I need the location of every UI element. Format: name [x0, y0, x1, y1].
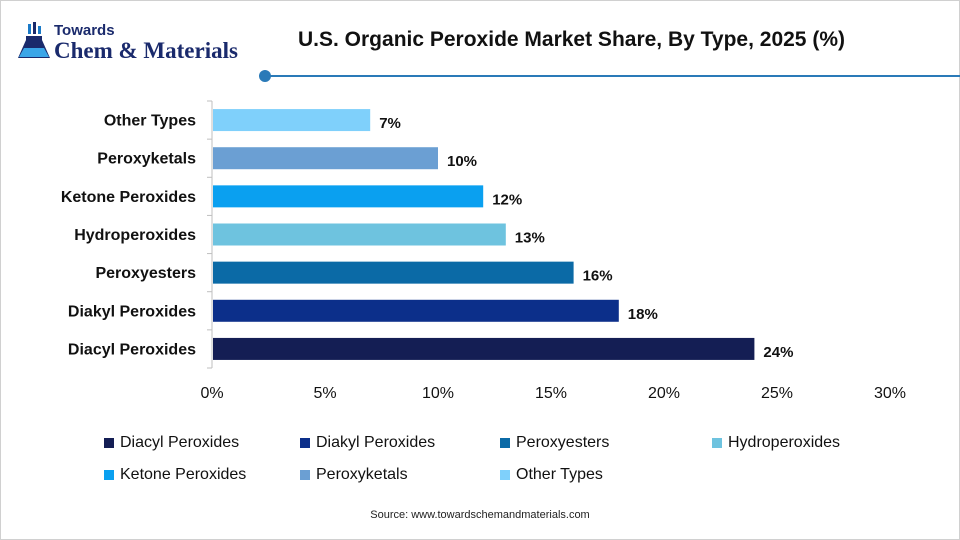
- bar-diacyl-peroxides: [213, 337, 755, 360]
- legend-label: Peroxyesters: [516, 434, 610, 451]
- source-note: Source: www.towardschemandmaterials.com: [370, 509, 590, 521]
- title-underline: [268, 75, 960, 77]
- flask-logo-icon: [18, 22, 50, 58]
- category-label: Peroxyketals: [97, 151, 196, 168]
- legend-item: Diacyl Peroxides: [104, 434, 239, 452]
- bar-other-types: [213, 109, 371, 132]
- legend-swatch: [104, 470, 114, 480]
- legend-swatch: [300, 470, 310, 480]
- x-tick-label: 25%: [761, 385, 793, 402]
- value-label: 24%: [763, 344, 793, 361]
- bar-ketone-peroxides: [213, 185, 484, 208]
- legend-label: Ketone Peroxides: [120, 466, 247, 483]
- x-tick-label: 30%: [874, 385, 906, 402]
- bar-hydroperoxides: [213, 223, 506, 246]
- category-label: Ketone Peroxides: [61, 189, 196, 206]
- category-label: Other Types: [104, 113, 196, 130]
- legend-swatch: [500, 438, 510, 448]
- x-tick-label: 0%: [200, 385, 223, 402]
- value-label: 13%: [515, 230, 545, 247]
- value-label: 12%: [492, 191, 522, 208]
- legend-item: Ketone Peroxides: [104, 466, 246, 484]
- legend-item: Hydroperoxides: [712, 434, 840, 452]
- x-tick-label: 20%: [648, 385, 680, 402]
- legend-label: Other Types: [516, 466, 603, 483]
- category-label: Diakyl Peroxides: [68, 303, 196, 320]
- legend-swatch: [500, 470, 510, 480]
- logo-bottom-text: Chem & Materials: [54, 38, 238, 63]
- legend-item: Peroxyesters: [500, 434, 609, 452]
- legend-label: Diacyl Peroxides: [120, 434, 240, 451]
- legend-swatch: [104, 438, 114, 448]
- title-underline-dot: [259, 70, 271, 82]
- legend-item: Peroxyketals: [300, 466, 408, 484]
- legend-label: Peroxyketals: [316, 466, 408, 483]
- x-tick-label: 15%: [535, 385, 567, 402]
- x-tick-label: 10%: [422, 385, 454, 402]
- brand-logo: Towards Chem & Materials: [14, 18, 264, 68]
- chart-title: U.S. Organic Peroxide Market Share, By T…: [298, 28, 845, 51]
- value-label: 7%: [379, 115, 401, 132]
- logo-top-text: Towards: [54, 22, 115, 39]
- legend-label: Diakyl Peroxides: [316, 434, 436, 451]
- bar-peroxyesters: [213, 261, 574, 284]
- legend-item: Other Types: [500, 466, 603, 484]
- bar-diakyl-peroxides: [213, 299, 619, 322]
- category-label: Peroxyesters: [95, 265, 196, 282]
- value-label: 10%: [447, 153, 477, 170]
- legend-label: Hydroperoxides: [728, 434, 841, 451]
- legend-swatch: [712, 438, 722, 448]
- bar-peroxyketals: [213, 147, 438, 170]
- value-label: 18%: [628, 306, 658, 323]
- legend-item: Diakyl Peroxides: [300, 434, 435, 452]
- x-tick-label: 5%: [313, 385, 336, 402]
- category-label: Hydroperoxides: [74, 227, 196, 244]
- value-label: 16%: [583, 268, 613, 285]
- category-label: Diacyl Peroxides: [68, 341, 196, 358]
- legend-swatch: [300, 438, 310, 448]
